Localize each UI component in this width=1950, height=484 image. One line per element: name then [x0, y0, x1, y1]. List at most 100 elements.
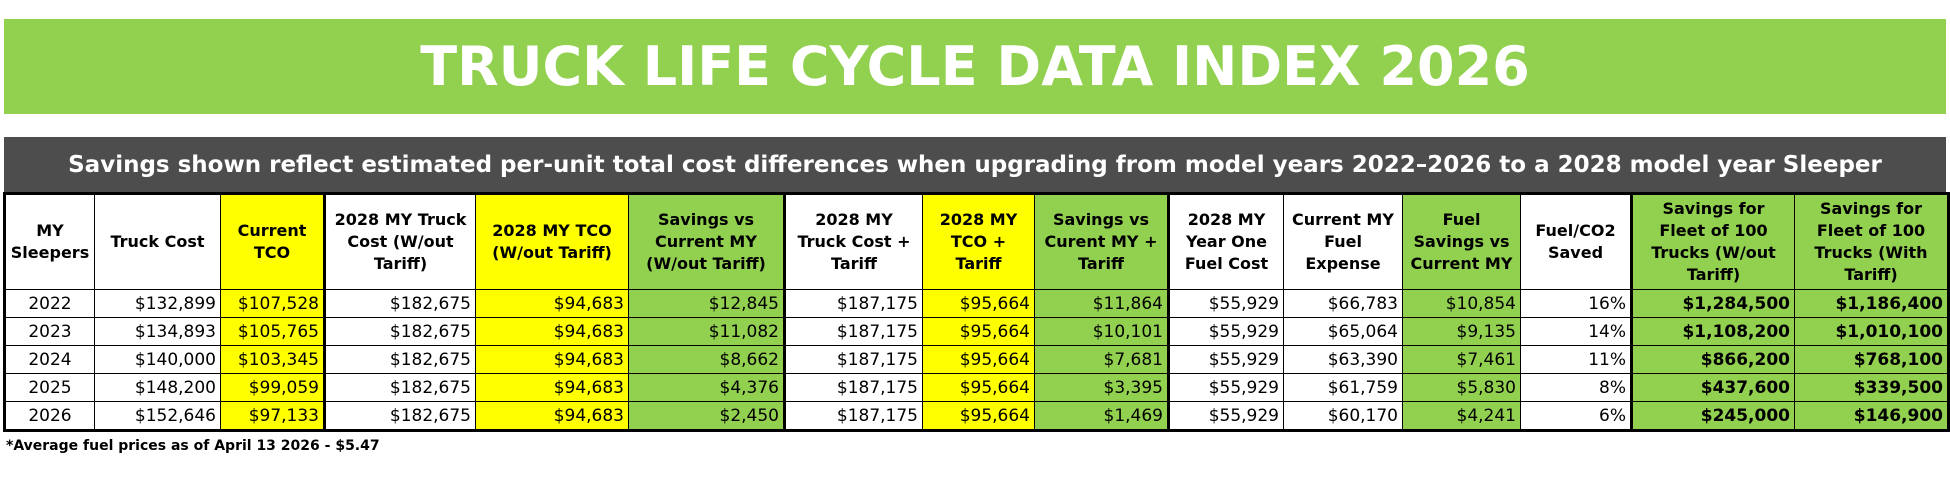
column-header: Savings for Fleet of 100 Trucks (W/out T…: [1631, 193, 1795, 290]
footnote: *Average fuel prices as of April 13 2026…: [6, 438, 380, 454]
table-cell: $94,683: [475, 345, 629, 374]
table-cell: $94,683: [475, 401, 629, 431]
table-cell: $10,101: [1034, 317, 1170, 346]
column-header: Fuel Savings vs Current MY: [1402, 193, 1521, 290]
table-cell: $182,675: [324, 373, 476, 402]
table-cell: $132,899: [94, 289, 221, 318]
table-cell: $55,929: [1168, 373, 1284, 402]
table-cell: 2023: [4, 317, 95, 346]
table-cell: 16%: [1520, 289, 1633, 318]
table-cell: $11,864: [1034, 289, 1170, 318]
table-cell: 8%: [1520, 373, 1633, 402]
table-cell: $11,082: [628, 317, 786, 346]
table-cell: $182,675: [324, 401, 476, 431]
table-cell: $61,759: [1283, 373, 1403, 402]
table-cell: $99,059: [220, 373, 326, 402]
table-row: 2022 $132,899 $107,528 $182,675 $94,683 $12,8…: [4, 289, 1949, 318]
table-cell: $63,390: [1283, 345, 1403, 374]
table-cell: $187,175: [784, 401, 923, 431]
table-cell: $5,830: [1402, 373, 1521, 402]
column-header: Savings vs Current MY (W/out Tariff): [628, 193, 786, 290]
table-cell: $866,200: [1631, 345, 1795, 374]
table-cell: $146,900: [1794, 401, 1949, 431]
table-cell: 6%: [1520, 401, 1633, 431]
table-cell: $95,664: [922, 317, 1035, 346]
table-cell: 2024: [4, 345, 95, 374]
column-header: Truck Cost: [94, 193, 221, 290]
table-cell: 2022: [4, 289, 95, 318]
table-cell: $95,664: [922, 401, 1035, 431]
column-header: MY Sleepers: [4, 193, 95, 290]
table-cell: $182,675: [324, 317, 476, 346]
table-cell: $55,929: [1168, 401, 1284, 431]
table-cell: $65,064: [1283, 317, 1403, 346]
table-cell: $94,683: [475, 373, 629, 402]
table-cell: $187,175: [784, 373, 923, 402]
table-cell: $55,929: [1168, 289, 1284, 318]
table-cell: $97,133: [220, 401, 326, 431]
table-cell: $95,664: [922, 345, 1035, 374]
table-cell: $55,929: [1168, 345, 1284, 374]
table-cell: $1,469: [1034, 401, 1170, 431]
table-row: 2025 $148,200 $99,059 $182,675 $94,683 $4,376…: [4, 373, 1949, 402]
table-cell: $105,765: [220, 317, 326, 346]
table-cell: 2026: [4, 401, 95, 431]
table-cell: $1,186,400: [1794, 289, 1949, 318]
table-row: 2024 $140,000 $103,345 $182,675 $94,683 $8,66…: [4, 345, 1949, 374]
table-cell: $245,000: [1631, 401, 1795, 431]
table-cell: $4,241: [1402, 401, 1521, 431]
table-cell: $182,675: [324, 289, 476, 318]
table-cell: $339,500: [1794, 373, 1949, 402]
column-header: Savings vs Curent MY + Tariff: [1034, 193, 1170, 290]
table-cell: $187,175: [784, 317, 923, 346]
column-header: Savings for Fleet of 100 Trucks (With Ta…: [1794, 193, 1949, 290]
table-cell: $152,646: [94, 401, 221, 431]
column-header: 2028 MY Truck Cost + Tariff: [784, 193, 923, 290]
table-cell: $12,845: [628, 289, 786, 318]
table-cell: $8,662: [628, 345, 786, 374]
subtitle: Savings shown reflect estimated per-unit…: [4, 137, 1946, 193]
column-header: Fuel/CO2 Saved: [1520, 193, 1633, 290]
table-cell: $94,683: [475, 289, 629, 318]
table-cell: $1,284,500: [1631, 289, 1795, 318]
table-cell: $7,461: [1402, 345, 1521, 374]
column-header: Current TCO: [220, 193, 326, 290]
table-row: 2023 $134,893 $105,765 $182,675 $94,683 $11,0…: [4, 317, 1949, 346]
table-cell: $140,000: [94, 345, 221, 374]
table-cell: $768,100: [1794, 345, 1949, 374]
column-header: 2028 MY Year One Fuel Cost: [1168, 193, 1284, 290]
title: TRUCK LIFE CYCLE DATA INDEX 2026: [4, 19, 1946, 114]
table-cell: $66,783: [1283, 289, 1403, 318]
table-cell: $9,135: [1402, 317, 1521, 346]
column-header: Current MY Fuel Expense: [1283, 193, 1403, 290]
column-header: 2028 MY TCO (W/out Tariff): [475, 193, 629, 290]
table-cell: $4,376: [628, 373, 786, 402]
table-cell: $134,893: [94, 317, 221, 346]
table-cell: 14%: [1520, 317, 1633, 346]
table-cell: $107,528: [220, 289, 326, 318]
table-cell: $55,929: [1168, 317, 1284, 346]
table-cell: $1,108,200: [1631, 317, 1795, 346]
table-body: 2022 $132,899 $107,528 $182,675 $94,683 $12,8…: [4, 289, 1949, 431]
table-cell: $95,664: [922, 289, 1035, 318]
table-cell: $437,600: [1631, 373, 1795, 402]
table-cell: $148,200: [94, 373, 221, 402]
table-cell: $187,175: [784, 345, 923, 374]
table-cell: $103,345: [220, 345, 326, 374]
table-cell: 11%: [1520, 345, 1633, 374]
table-cell: $2,450: [628, 401, 786, 431]
table-cell: $3,395: [1034, 373, 1170, 402]
table-cell: $94,683: [475, 317, 629, 346]
column-header: 2028 MY TCO + Tariff: [922, 193, 1035, 290]
table-cell: 2025: [4, 373, 95, 402]
table-cell: $7,681: [1034, 345, 1170, 374]
table-cell: $1,010,100: [1794, 317, 1949, 346]
header-row: MY Sleepers Truck Cost Current TCO 2028 MY …: [4, 193, 1949, 290]
table-cell: $187,175: [784, 289, 923, 318]
data-table: MY Sleepers Truck Cost Current TCO 2028 MY …: [3, 192, 1950, 432]
table-cell: $60,170: [1283, 401, 1403, 431]
table-cell: $95,664: [922, 373, 1035, 402]
table-cell: $182,675: [324, 345, 476, 374]
column-header: 2028 MY Truck Cost (W/out Tariff): [324, 193, 476, 290]
